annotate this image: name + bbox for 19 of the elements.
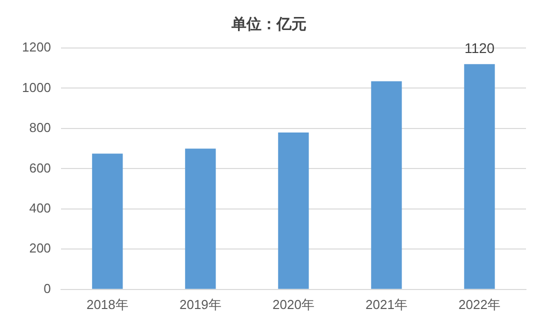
y-tick-label: 600 [29,160,51,176]
x-tick-label: 2018年 [86,296,128,312]
data-label: 1120 [464,40,495,56]
bar [92,154,123,289]
y-tick-label: 1200 [22,40,51,55]
y-tick-label: 400 [29,200,51,216]
y-tick-label: 800 [29,120,51,136]
y-tick-label: 1000 [22,80,51,95]
bar [185,148,216,289]
y-tick-label: 200 [29,240,51,256]
chart-title: 单位：亿元 [230,16,306,34]
y-tick-label: 0 [44,280,51,296]
x-tick-label: 2021年 [366,296,408,312]
bar [371,81,402,289]
bar [278,132,309,289]
x-tick-label: 2022年 [458,296,500,312]
x-tick-label: 2020年 [272,296,314,312]
x-tick-label: 2019年 [179,296,222,312]
bar [464,64,495,289]
